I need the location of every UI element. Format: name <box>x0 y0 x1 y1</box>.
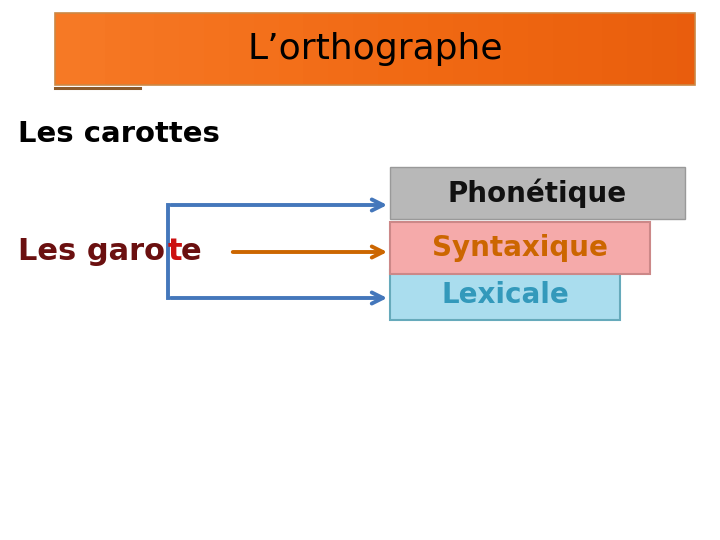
FancyBboxPatch shape <box>390 222 650 274</box>
Text: t: t <box>168 238 183 267</box>
Text: e: e <box>181 238 202 267</box>
Text: Phonétique: Phonétique <box>448 178 627 208</box>
FancyBboxPatch shape <box>390 270 620 320</box>
Text: Syntaxique: Syntaxique <box>432 234 608 262</box>
Text: Les carottes: Les carottes <box>18 120 220 148</box>
FancyBboxPatch shape <box>390 167 685 219</box>
Text: Les garo: Les garo <box>18 238 165 267</box>
Text: Lexicale: Lexicale <box>441 281 569 309</box>
Text: L’orthographe: L’orthographe <box>247 32 503 66</box>
